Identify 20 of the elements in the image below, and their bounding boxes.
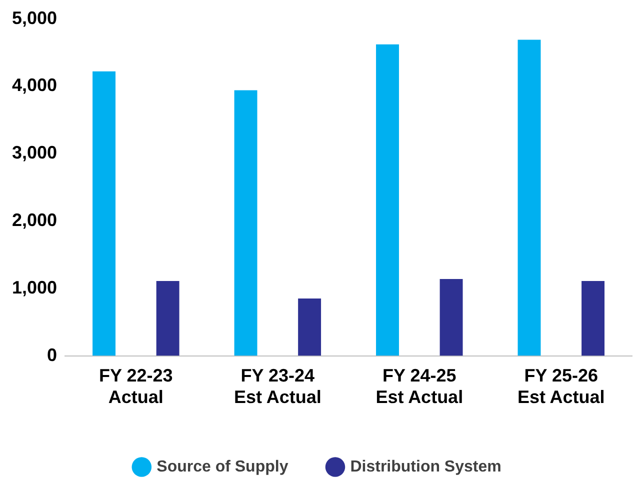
bar bbox=[92, 71, 116, 356]
bar bbox=[156, 280, 180, 356]
y-tick-label: 3,000 bbox=[12, 142, 58, 163]
bar bbox=[440, 278, 463, 356]
bar bbox=[582, 280, 605, 356]
y-tick-label: 5,000 bbox=[12, 8, 58, 28]
y-tick-label: 0 bbox=[47, 344, 58, 365]
x-tick-label: FY 22-23 Actual bbox=[99, 366, 173, 408]
x-tick-label: FY 25-26 Est Actual bbox=[517, 366, 605, 408]
y-tick-label: 2,000 bbox=[12, 210, 58, 230]
x-tick-label: FY 23-24 Est Actual bbox=[234, 366, 322, 408]
legend-label: Distribution System bbox=[350, 458, 502, 476]
y-tick-label: 1,000 bbox=[12, 277, 58, 298]
bar bbox=[234, 90, 258, 356]
y-tick-label: 4,000 bbox=[12, 75, 58, 96]
bar bbox=[376, 44, 399, 356]
legend-label: Source of Supply bbox=[156, 458, 288, 476]
bar bbox=[518, 40, 541, 356]
bar bbox=[298, 298, 322, 356]
x-tick-label: FY 24-25 Est Actual bbox=[376, 366, 464, 408]
